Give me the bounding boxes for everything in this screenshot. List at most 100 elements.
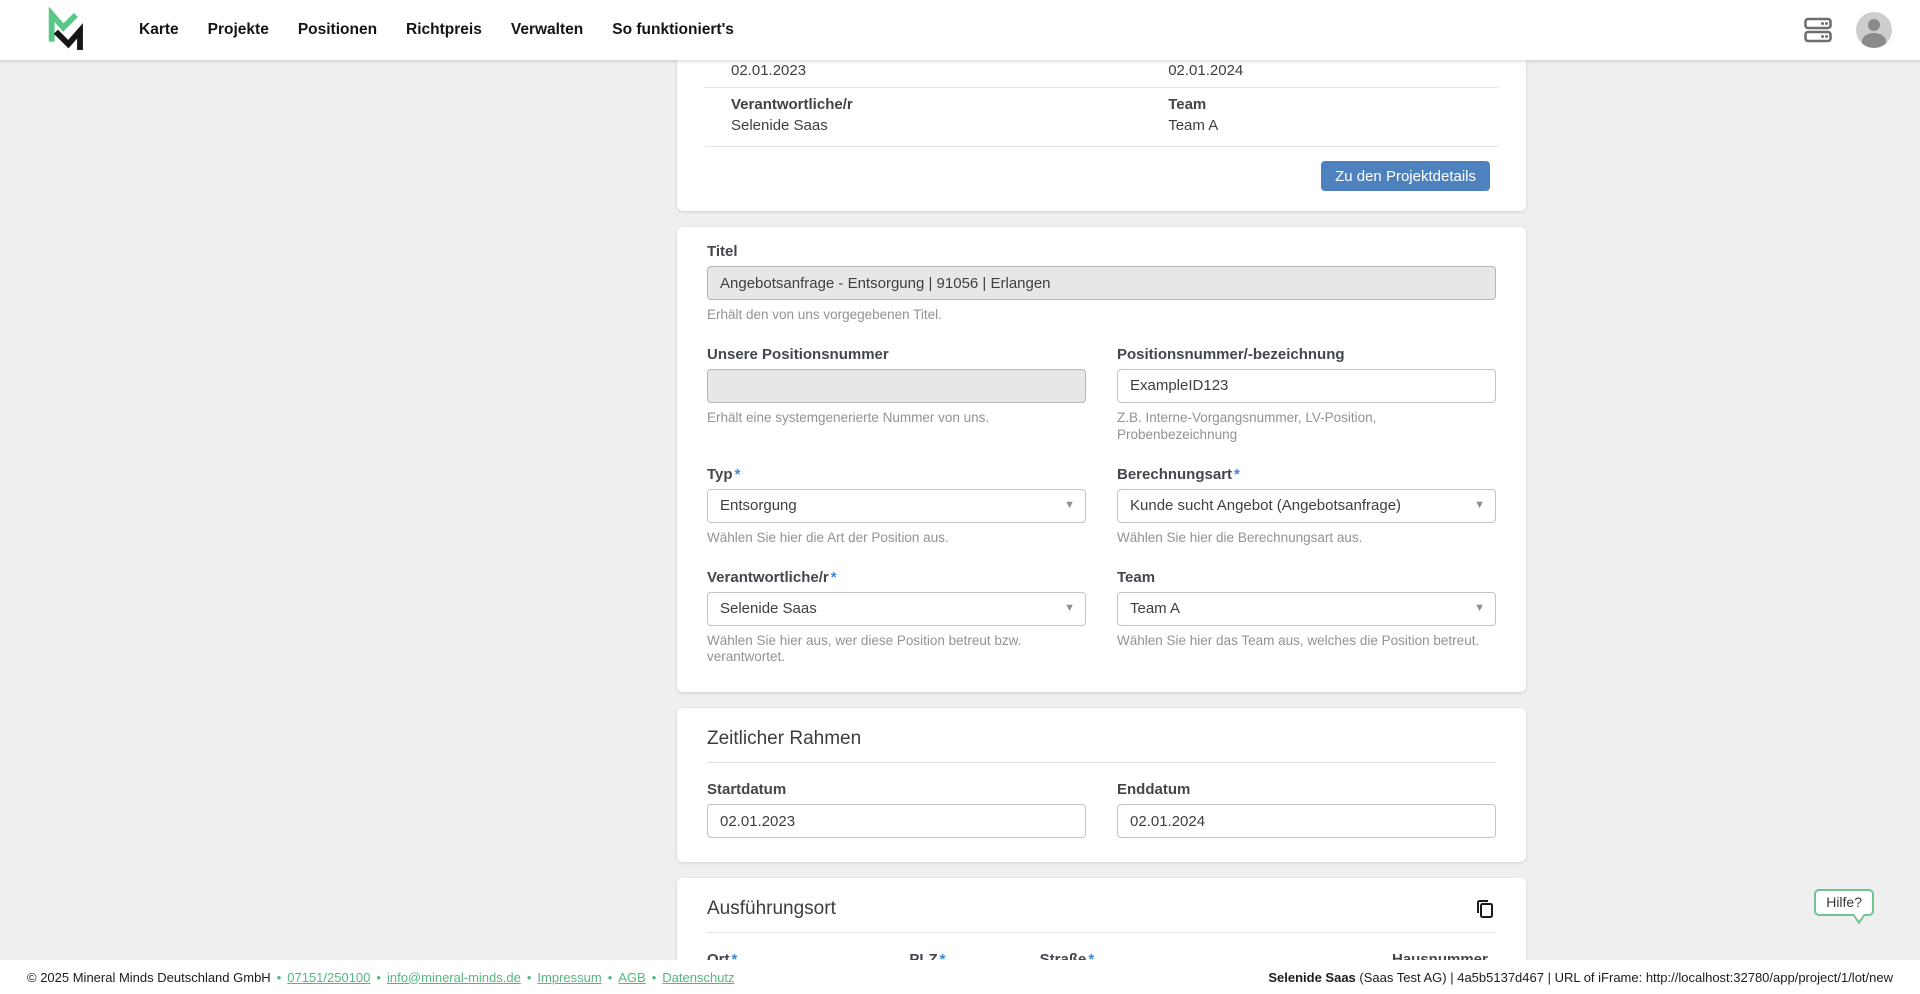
unsere-positionsnummer-input — [707, 368, 1086, 403]
footer-separator: • — [276, 969, 282, 985]
footer-separator: • — [607, 969, 613, 985]
footer-copyright: © 2025 Mineral Minds Deutschland GmbH — [27, 969, 271, 985]
ort-label-text: Ort — [707, 951, 730, 960]
timeframe-card: Zeitlicher Rahmen Startdatum Enddatum — [677, 708, 1526, 863]
team-select[interactable]: Team A ▼ — [1117, 591, 1496, 626]
positionsnummer-helper: Z.B. Interne-Vorgangsnummer, LV-Position… — [1117, 409, 1377, 442]
chevron-down-icon: ▼ — [1064, 499, 1075, 512]
berechnungsart-select-value: Kunde sucht Angebot (Angebotsanfrage) — [1130, 497, 1402, 515]
footer-link-agb[interactable]: AGB — [618, 969, 646, 985]
avatar-body-shape — [1862, 33, 1886, 48]
unsere-positionsnummer-helper: Erhält eine systemgenerierte Nummer von … — [707, 409, 990, 425]
topbar-right — [1804, 12, 1892, 48]
project-responsible-value: Selenide Saas — [731, 117, 828, 134]
footer-separator: • — [376, 969, 381, 985]
verantwortlicher-select-value: Selenide Saas — [720, 600, 817, 617]
location-title: Ausführungsort — [707, 898, 836, 920]
project-dates-row: 02.01.2023 02.01.2024 — [705, 60, 1498, 88]
nav-item-projekte[interactable]: Projekte — [207, 21, 269, 38]
footer-user-name: Selenide Saas — [1268, 969, 1356, 985]
berechnungsart-required-marker: * — [1234, 465, 1240, 483]
chevron-down-icon: ▼ — [1064, 602, 1075, 614]
enddatum-label: Enddatum — [1117, 781, 1191, 799]
verantwortlicher-label-text: Verantwortliche/r — [707, 568, 829, 586]
footer-left: © 2025 Mineral Minds Deutschland GmbH • … — [27, 970, 735, 985]
footer-session-details: (Saas Test AG) | 4a5b5137d467 | URL of i… — [1359, 969, 1893, 985]
team-label: Team — [1117, 568, 1156, 586]
project-start-date: 02.01.2023 — [731, 62, 807, 79]
nav-item-so-funktionierts[interactable]: So funktioniert's — [612, 21, 734, 38]
footer-link-phone[interactable]: 07151/250100 — [287, 969, 371, 985]
unsere-positionsnummer-label: Unsere Positionsnummer — [707, 345, 889, 363]
typ-label-text: Typ — [707, 465, 733, 483]
plz-label-text: PLZ — [909, 951, 938, 960]
berechnungsart-helper: Wählen Sie hier die Berechnungsart aus. — [1117, 529, 1363, 545]
enddatum-input[interactable] — [1117, 804, 1496, 839]
main-scroll-area[interactable]: 02.01.2023 02.01.2024 Verantwortliche/r … — [0, 60, 1920, 960]
footer-separator: • — [526, 969, 532, 985]
project-team-label: Team — [1168, 96, 1207, 113]
titel-label: Titel — [707, 243, 738, 260]
ort-required-marker: * — [731, 951, 738, 960]
positionsnummer-input[interactable] — [1117, 368, 1496, 403]
footer-separator: • — [651, 969, 657, 985]
startdatum-label: Startdatum — [707, 781, 787, 799]
positionsnummer-label: Positionsnummer/-bezeichnung — [1117, 345, 1345, 363]
strasse-required-marker: * — [1088, 951, 1095, 960]
avatar-head-shape — [1868, 19, 1880, 31]
titel-input — [707, 266, 1496, 300]
berechnungsart-label-text: Berechnungsart — [1117, 465, 1233, 483]
verantwortlicher-select[interactable]: Selenide Saas ▼ — [707, 591, 1086, 626]
help-button[interactable]: Hilfe? — [1814, 889, 1874, 925]
divider — [707, 762, 1496, 764]
server-icon[interactable] — [1804, 17, 1832, 43]
team-helper: Wählen Sie hier das Team aus, welches di… — [1117, 632, 1480, 648]
footer-link-datenschutz[interactable]: Datenschutz — [662, 969, 735, 985]
titel-helper: Erhält den von uns vorgegebenen Titel. — [707, 307, 942, 322]
nav-item-karte[interactable]: Karte — [139, 21, 179, 38]
typ-helper: Wählen Sie hier die Art der Position aus… — [707, 529, 949, 545]
plz-required-marker: * — [939, 951, 946, 960]
help-button-label: Hilfe? — [1826, 894, 1862, 910]
project-end-date: 02.01.2024 — [1168, 62, 1244, 79]
user-avatar-icon[interactable] — [1856, 12, 1892, 48]
verantwortlicher-label: Verantwortliche/r * — [707, 569, 1086, 586]
footer-link-email[interactable]: info@mineral-minds.de — [386, 969, 521, 985]
strasse-label-text: Straße — [1039, 951, 1087, 960]
typ-required-marker: * — [734, 465, 741, 483]
chevron-down-icon: ▼ — [1474, 602, 1485, 614]
chevron-down-icon: ▼ — [1474, 499, 1485, 512]
position-form-card: Titel Erhält den von uns vorgegebenen Ti… — [677, 227, 1526, 693]
content-column: 02.01.2023 02.01.2024 Verantwortliche/r … — [677, 60, 1526, 960]
divider — [707, 932, 1496, 934]
berechnungsart-select[interactable]: Kunde sucht Angebot (Angebotsanfrage) ▼ — [1117, 488, 1496, 523]
typ-label: Typ * — [707, 466, 1086, 483]
startdatum-input[interactable] — [707, 804, 1086, 839]
main-nav: Karte Projekte Positionen Richtpreis Ver… — [139, 21, 734, 39]
typ-select-value: Entsorgung — [720, 497, 797, 515]
footer-session-info: Selenide Saas (Saas Test AG) | 4a5b5137d… — [1268, 970, 1893, 985]
typ-select[interactable]: Entsorgung ▼ — [707, 488, 1086, 523]
verantwortlicher-required-marker: * — [830, 568, 837, 586]
berechnungsart-label: Berechnungsart * — [1117, 466, 1496, 483]
nav-item-richtpreis[interactable]: Richtpreis — [406, 21, 482, 38]
timeframe-title: Zeitlicher Rahmen — [707, 728, 862, 750]
project-summary-card: 02.01.2023 02.01.2024 Verantwortliche/r … — [677, 60, 1526, 211]
project-details-button[interactable]: Zu den Projektdetails — [1321, 161, 1490, 191]
footer-link-impressum[interactable]: Impressum — [537, 969, 602, 985]
project-people-row: Verantwortliche/r Selenide Saas Team Tea… — [705, 88, 1498, 147]
copy-icon[interactable] — [1474, 898, 1496, 920]
nav-item-verwalten[interactable]: Verwalten — [510, 21, 584, 38]
location-card: Ausführungsort Ort * PLZ * — [677, 878, 1526, 960]
project-team-value: Team A — [1168, 117, 1219, 134]
footer: © 2025 Mineral Minds Deutschland GmbH • … — [0, 960, 1920, 994]
ort-label: Ort * — [707, 951, 885, 960]
hausnummer-label: Hausnummer — [1391, 951, 1488, 960]
plz-label: PLZ * — [909, 951, 1015, 960]
project-responsible-label: Verantwortliche/r — [731, 96, 853, 113]
top-navigation-bar: Karte Projekte Positionen Richtpreis Ver… — [0, 0, 1920, 60]
mineral-minds-logo-icon[interactable] — [45, 7, 85, 53]
team-select-value: Team A — [1130, 600, 1181, 617]
verantwortlicher-helper: Wählen Sie hier aus, wer diese Position … — [707, 632, 1022, 665]
nav-item-positionen[interactable]: Positionen — [297, 21, 378, 38]
